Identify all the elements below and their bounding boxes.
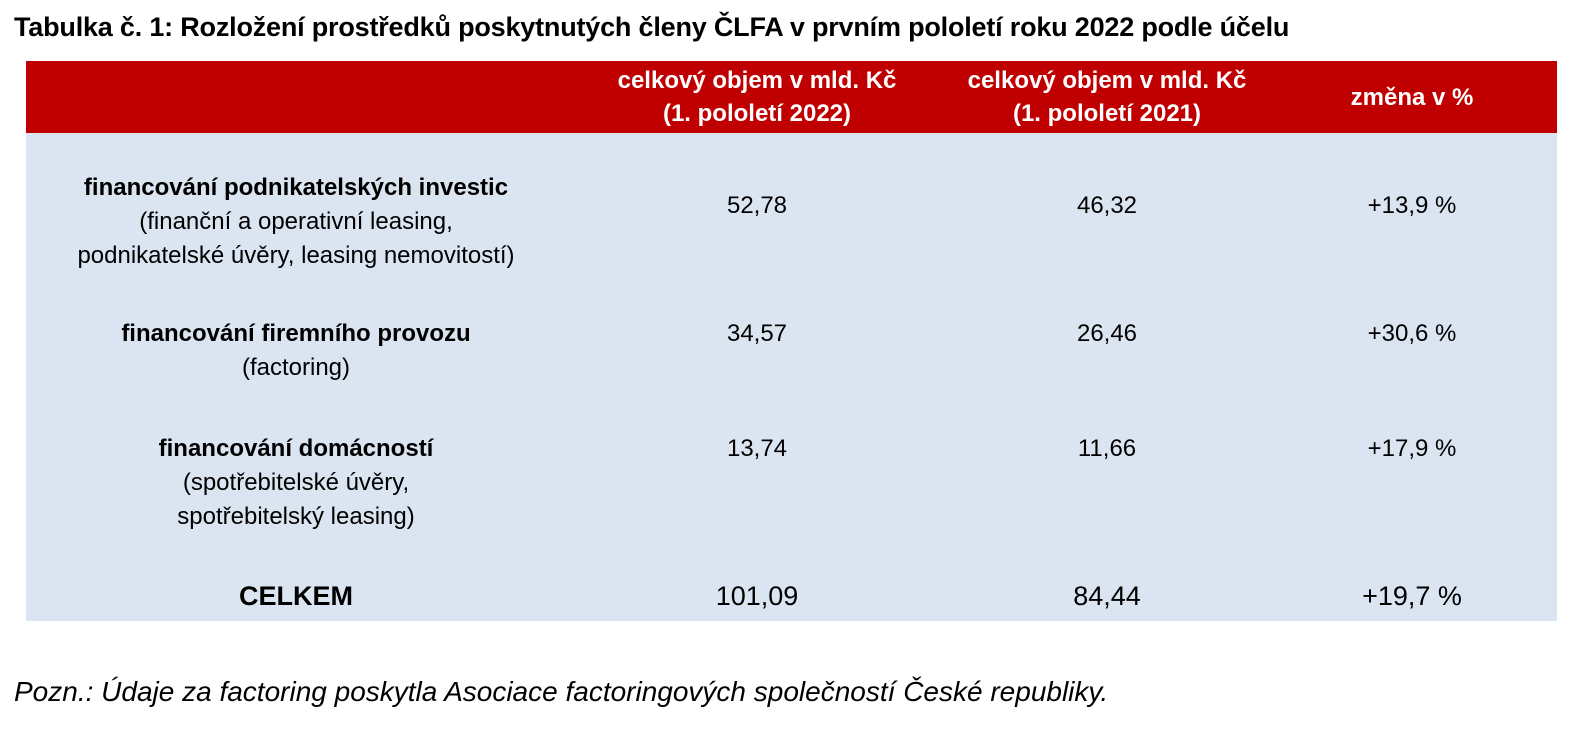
row-value-2021: 11,66	[1077, 435, 1137, 462]
row-value-2022: 13,74	[726, 435, 788, 462]
table-body	[26, 133, 1557, 621]
table-header: celkový objem v mld. Kč (1. pololetí 202…	[26, 61, 1557, 133]
row-description: (factoring)	[241, 354, 351, 381]
row-value-2022: 52,78	[726, 192, 788, 219]
row-change: +30,6 %	[1367, 320, 1457, 347]
row-change: +13,9 %	[1367, 192, 1457, 219]
header-col-category	[26, 61, 566, 133]
header-col-change: změna v %	[1350, 83, 1474, 111]
header-col-2021: celkový objem v mld. Kč (1. pololetí 202…	[967, 67, 1247, 127]
row-value-2021: 26,46	[1076, 320, 1138, 347]
footnote: Pozn.: Údaje za factoring poskytla Asoci…	[14, 676, 1109, 707]
table-row-label: financování firemního provozu (factoring…	[26, 317, 566, 385]
table-row-label: financování domácností (spotřebitelské ú…	[26, 432, 566, 534]
row-value-2021: 46,32	[1076, 192, 1138, 219]
row-value-2022: 34,57	[726, 320, 788, 347]
row-title: financování firemního provozu	[121, 320, 471, 347]
total-change: +19,7 %	[1362, 581, 1462, 611]
total-label: CELKEM	[239, 581, 353, 611]
total-value-2022: 101,09	[715, 581, 799, 611]
row-description: (spotřebitelské úvěry, spotřebitelský le…	[177, 469, 415, 530]
row-description: (finanční a operativní leasing, podnikat…	[77, 208, 515, 269]
table-row-label: financování podnikatelských investic (fi…	[26, 171, 566, 273]
row-change: +17,9 %	[1367, 435, 1457, 462]
total-value-2021: 84,44	[1073, 581, 1141, 611]
table-title: Tabulka č. 1: Rozložení prostředků posky…	[14, 12, 1290, 42]
row-title: financování domácností	[158, 435, 434, 462]
row-title: financování podnikatelských investic	[83, 174, 509, 201]
data-table: celkový objem v mld. Kč (1. pololetí 202…	[26, 61, 1557, 621]
header-col-2022: celkový objem v mld. Kč (1. pololetí 202…	[617, 67, 897, 127]
